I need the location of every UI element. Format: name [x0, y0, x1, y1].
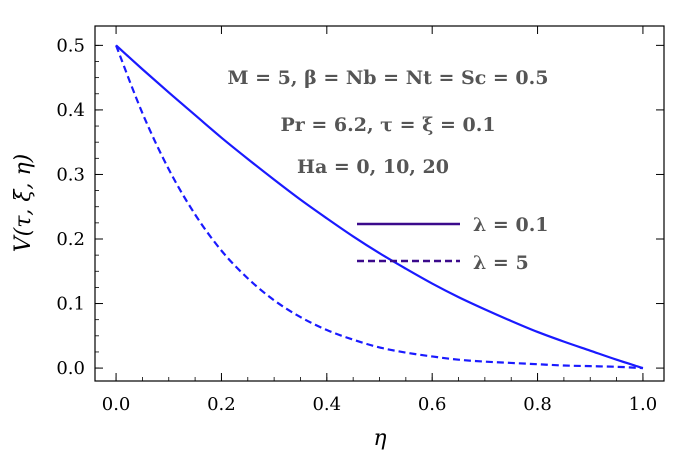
annotation-line-2: Pr = 6.2, τ = ξ = 0.1 [280, 114, 495, 136]
y-tick-label: 0.5 [56, 35, 85, 56]
x-tick-label: 0.4 [312, 394, 341, 415]
y-axis-title: V(τ, ξ, η) [11, 154, 36, 253]
y-tick-label: 0.4 [56, 100, 85, 121]
annotation-line-3: Ha = 0, 10, 20 [297, 156, 449, 178]
x-tick-label: 0.0 [102, 394, 131, 415]
ticks-layer: 0.0 0.2 0.4 0.6 0.8 1.0 0.0 0.1 0.2 0.3 0.4 0.5 [56, 26, 664, 415]
legend-label-solid: λ = 0.1 [473, 214, 549, 236]
x-tick-label: 0.6 [418, 394, 447, 415]
annotation-line-1: M = 5, β = Nb = Nt = Sc = 0.5 [228, 67, 549, 89]
curves-layer [115, 44, 644, 370]
x-axis-title: η [373, 426, 386, 451]
series-line-lambda-0-1 [115, 44, 644, 370]
y-tick-label: 0.0 [56, 358, 85, 379]
y-tick-label: 0.1 [56, 294, 85, 315]
x-tick-label: 0.2 [207, 394, 236, 415]
y-tick-label: 0.2 [56, 229, 85, 250]
series-line-lambda-5 [115, 44, 643, 370]
legend-label-dashed: λ = 5 [473, 252, 529, 274]
x-tick-label: 0.8 [523, 394, 552, 415]
x-tick-label: 1.0 [629, 394, 658, 415]
y-tick-label: 0.3 [56, 164, 85, 185]
